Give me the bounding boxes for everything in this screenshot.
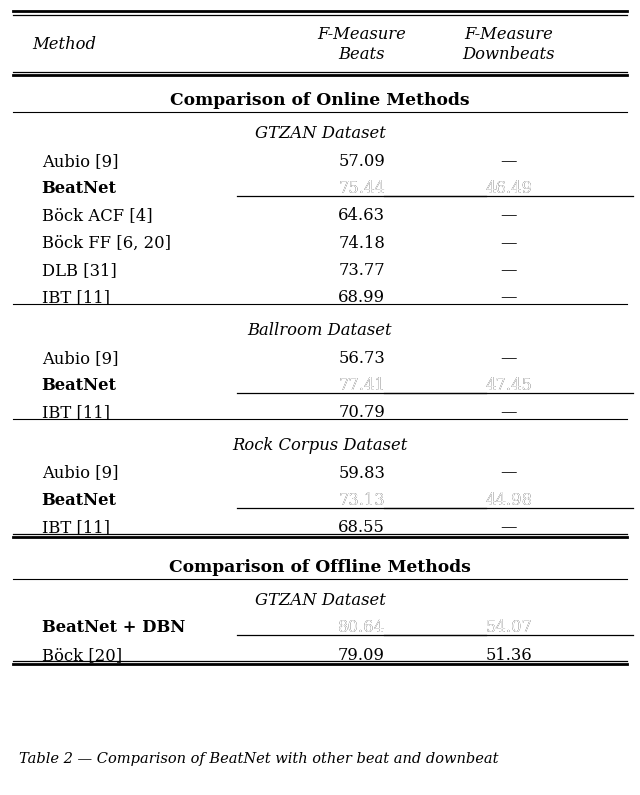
Text: Böck FF [6, 20]: Böck FF [6, 20] bbox=[42, 235, 171, 252]
Text: Aubio [9]: Aubio [9] bbox=[42, 464, 118, 482]
Text: 47.45: 47.45 bbox=[485, 377, 532, 394]
Text: BeatNet: BeatNet bbox=[42, 377, 116, 394]
Text: BeatNet: BeatNet bbox=[42, 492, 116, 509]
Text: —: — bbox=[500, 207, 517, 224]
Text: 75.44: 75.44 bbox=[338, 180, 385, 197]
Text: 57.09: 57.09 bbox=[338, 153, 385, 169]
Text: 44.98: 44.98 bbox=[485, 492, 532, 509]
Text: F-Measure: F-Measure bbox=[317, 26, 406, 43]
Text: Böck [20]: Böck [20] bbox=[42, 646, 122, 664]
Text: 54.07: 54.07 bbox=[485, 619, 532, 636]
Text: 73.13: 73.13 bbox=[339, 492, 385, 509]
Text: —: — bbox=[500, 405, 517, 421]
Text: 68.55: 68.55 bbox=[338, 519, 385, 537]
Text: GTZAN Dataset: GTZAN Dataset bbox=[255, 125, 385, 142]
Text: 46.49: 46.49 bbox=[485, 180, 532, 197]
Text: 68.99: 68.99 bbox=[338, 289, 385, 306]
Text: DLB [31]: DLB [31] bbox=[42, 262, 116, 279]
Text: 54.07: 54.07 bbox=[485, 619, 532, 636]
Text: 47.45: 47.45 bbox=[485, 377, 532, 394]
Text: 80.64: 80.64 bbox=[338, 619, 385, 636]
Text: 56.73: 56.73 bbox=[338, 350, 385, 366]
Text: 46.49: 46.49 bbox=[485, 180, 532, 197]
Text: 75.44: 75.44 bbox=[338, 180, 385, 197]
Text: F-Measure: F-Measure bbox=[465, 26, 553, 43]
Text: Method: Method bbox=[32, 36, 96, 53]
Text: IBT [11]: IBT [11] bbox=[42, 519, 109, 537]
Text: Table 2 — Comparison of BeatNet with other beat and downbeat: Table 2 — Comparison of BeatNet with oth… bbox=[19, 752, 499, 766]
Text: Aubio [9]: Aubio [9] bbox=[42, 350, 118, 366]
Text: —: — bbox=[500, 289, 517, 306]
Text: 73.77: 73.77 bbox=[339, 262, 385, 279]
Text: 77.41: 77.41 bbox=[338, 377, 385, 394]
Text: 79.09: 79.09 bbox=[338, 646, 385, 664]
Text: Böck ACF [4]: Böck ACF [4] bbox=[42, 207, 152, 224]
Text: Comparison of Online Methods: Comparison of Online Methods bbox=[170, 92, 470, 109]
Text: BeatNet + DBN: BeatNet + DBN bbox=[42, 619, 185, 636]
Text: —: — bbox=[500, 350, 517, 366]
Text: 73.13: 73.13 bbox=[339, 492, 385, 509]
Text: Ballroom Dataset: Ballroom Dataset bbox=[248, 322, 392, 339]
Text: 59.83: 59.83 bbox=[338, 464, 385, 482]
Text: 44.98: 44.98 bbox=[485, 492, 532, 509]
Text: 74.18: 74.18 bbox=[338, 235, 385, 252]
Text: —: — bbox=[500, 262, 517, 279]
Text: Downbeats: Downbeats bbox=[463, 46, 555, 63]
Text: 70.79: 70.79 bbox=[338, 405, 385, 421]
Text: Beats: Beats bbox=[339, 46, 385, 63]
Text: Comparison of Offline Methods: Comparison of Offline Methods bbox=[169, 559, 471, 576]
Text: Aubio [9]: Aubio [9] bbox=[42, 153, 118, 169]
Text: —: — bbox=[500, 153, 517, 169]
Text: 77.41: 77.41 bbox=[338, 377, 385, 394]
Text: BeatNet: BeatNet bbox=[42, 180, 116, 197]
Text: IBT [11]: IBT [11] bbox=[42, 405, 109, 421]
Text: GTZAN Dataset: GTZAN Dataset bbox=[255, 591, 385, 609]
Text: —: — bbox=[500, 519, 517, 537]
Text: —: — bbox=[500, 235, 517, 252]
Text: 64.63: 64.63 bbox=[338, 207, 385, 224]
Text: —: — bbox=[500, 464, 517, 482]
Text: IBT [11]: IBT [11] bbox=[42, 289, 109, 306]
Text: 80.64: 80.64 bbox=[338, 619, 385, 636]
Text: Rock Corpus Dataset: Rock Corpus Dataset bbox=[232, 437, 408, 454]
Text: 51.36: 51.36 bbox=[485, 646, 532, 664]
